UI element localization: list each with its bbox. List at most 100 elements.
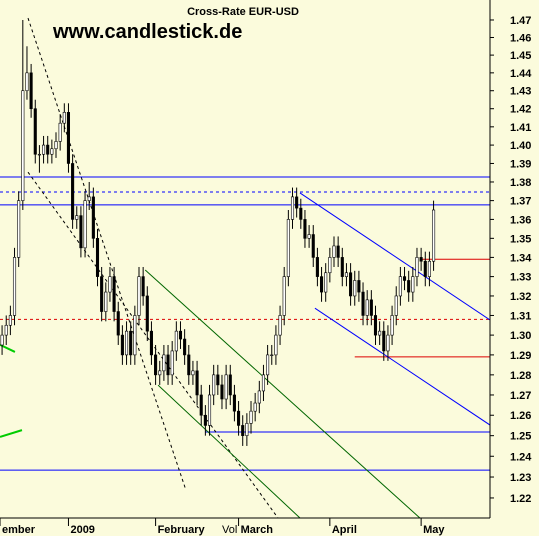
y-tick-label: 1.41 xyxy=(510,122,531,134)
candle-body xyxy=(340,257,344,277)
candle-body xyxy=(369,299,373,316)
candle-body xyxy=(145,295,149,332)
y-tick-label: 1.33 xyxy=(510,272,531,284)
candle-body xyxy=(324,272,328,293)
candle-body xyxy=(407,280,411,293)
candle-body xyxy=(87,196,91,201)
candle-body xyxy=(278,315,282,336)
candle-body xyxy=(257,390,261,404)
candle-body xyxy=(228,374,232,396)
candle-body xyxy=(29,72,33,110)
candle-body xyxy=(224,374,228,400)
candle-body xyxy=(120,334,124,356)
candle-body xyxy=(54,141,58,150)
candle-body xyxy=(303,219,307,239)
candle-body xyxy=(361,291,365,316)
y-tick-label: 1.39 xyxy=(510,158,531,170)
candle-body xyxy=(220,384,224,400)
x-tick-label: March xyxy=(241,524,274,536)
candle-body xyxy=(245,423,249,436)
candle-body xyxy=(394,295,398,316)
y-tick-label: 1.30 xyxy=(510,330,531,342)
y-tick-label: 1.46 xyxy=(510,32,531,44)
y-tick-label: 1.34 xyxy=(510,252,532,264)
candle-body xyxy=(320,276,324,293)
candle-body xyxy=(427,260,431,277)
y-tick-label: 1.22 xyxy=(510,493,531,505)
x-tick-label: April xyxy=(332,524,357,536)
candle-body xyxy=(133,315,137,356)
trend-line xyxy=(314,307,490,426)
y-tick-label: 1.40 xyxy=(510,140,531,152)
candle-body xyxy=(365,299,369,316)
candle-body xyxy=(154,354,158,376)
candle-body xyxy=(195,370,199,396)
watermark: www.candlestick.de xyxy=(52,21,242,43)
y-tick-label: 1.42 xyxy=(510,104,531,116)
candle-body xyxy=(344,272,348,277)
candle-body xyxy=(311,234,315,258)
x-tick-label: February xyxy=(158,524,206,536)
candle-body xyxy=(378,330,382,336)
y-tick-label: 1.32 xyxy=(510,291,531,303)
y-tick-label: 1.29 xyxy=(510,350,531,362)
candle-body xyxy=(42,144,46,155)
candle-body xyxy=(390,315,394,336)
candle-body xyxy=(50,148,54,155)
y-tick-label: 1.43 xyxy=(510,86,531,98)
candle-body xyxy=(166,354,170,376)
candle-body xyxy=(112,276,116,312)
candle-body xyxy=(290,196,295,220)
candle-body xyxy=(207,394,212,426)
candle-body xyxy=(332,245,336,258)
y-tick-label: 1.25 xyxy=(510,431,531,443)
candle-body xyxy=(104,291,108,312)
candle-body xyxy=(328,257,332,274)
candle-body xyxy=(37,153,41,156)
candle-body xyxy=(71,163,75,220)
candle-body xyxy=(353,280,357,297)
candle-body xyxy=(170,350,174,376)
y-tick-label: 1.45 xyxy=(510,50,531,62)
candle-body xyxy=(295,196,299,209)
candle-body xyxy=(141,276,145,297)
y-tick-label: 1.44 xyxy=(510,68,532,80)
y-tick-label: 1.27 xyxy=(510,390,531,402)
candle-body xyxy=(116,311,120,336)
candle-body xyxy=(21,90,25,201)
y-tick-label: 1.26 xyxy=(510,410,531,422)
candle-body xyxy=(129,330,133,356)
candle-body xyxy=(249,410,253,424)
candle-body xyxy=(266,354,270,376)
candle-body xyxy=(373,315,378,336)
candle-body xyxy=(357,280,361,293)
candle-body xyxy=(100,276,104,312)
candle-body xyxy=(187,354,191,376)
candle-body xyxy=(199,394,203,416)
candle-body xyxy=(33,108,37,155)
candle-body xyxy=(46,144,50,155)
candle-body xyxy=(411,276,415,293)
y-tick-label: 1.28 xyxy=(510,370,531,382)
y-tick-label: 1.37 xyxy=(510,196,531,208)
candle-body xyxy=(83,200,87,249)
candle-body xyxy=(183,338,187,356)
candle-body xyxy=(58,122,62,142)
candle-body xyxy=(336,245,340,258)
trend-line xyxy=(144,269,421,518)
candle-body xyxy=(261,374,266,392)
candle-body xyxy=(149,330,153,356)
candle-body xyxy=(282,276,286,316)
trend-line xyxy=(157,384,301,518)
candle-body xyxy=(253,402,257,412)
candle-body xyxy=(12,257,17,316)
x-tick-label: May xyxy=(423,524,445,536)
trend-line xyxy=(299,192,490,321)
y-tick-label: 1.47 xyxy=(510,15,531,27)
candle-body xyxy=(125,330,129,356)
x-tick-label: 2009 xyxy=(70,524,94,536)
candle-body xyxy=(274,334,278,356)
